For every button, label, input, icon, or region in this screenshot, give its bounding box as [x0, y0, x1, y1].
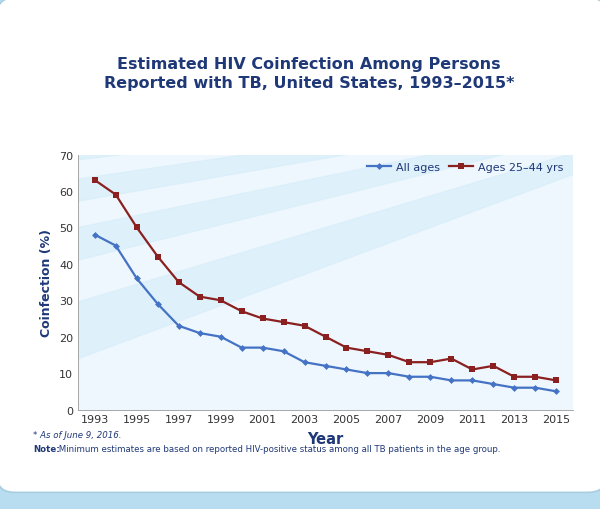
Ages 25–44 yrs — [364, 349, 371, 355]
All ages — [259, 345, 266, 351]
All ages — [385, 371, 392, 377]
Polygon shape — [0, 64, 600, 159]
All ages — [490, 381, 497, 387]
Ages 25–44 yrs — [511, 374, 518, 380]
All ages — [322, 363, 329, 369]
Ages 25–44 yrs — [154, 254, 161, 260]
Polygon shape — [0, 0, 600, 64]
All ages — [301, 359, 308, 365]
All ages — [91, 232, 98, 238]
Polygon shape — [0, 64, 600, 509]
All ages — [364, 371, 371, 377]
Ages 25–44 yrs — [553, 378, 560, 384]
Ages 25–44 yrs — [343, 345, 350, 351]
All ages — [532, 385, 539, 391]
All ages — [133, 276, 140, 282]
All ages — [217, 334, 224, 340]
Text: Estimated HIV Coinfection Among Persons
Reported with TB, United States, 1993–20: Estimated HIV Coinfection Among Persons … — [104, 56, 514, 91]
Ages 25–44 yrs — [112, 192, 119, 199]
Text: Minimum estimates are based on reported HIV-positive status among all TB patient: Minimum estimates are based on reported … — [56, 444, 500, 453]
Text: Note:: Note: — [33, 444, 60, 453]
All ages — [469, 378, 476, 384]
X-axis label: Year: Year — [307, 432, 344, 446]
All ages — [154, 301, 161, 307]
Ages 25–44 yrs — [259, 316, 266, 322]
Ages 25–44 yrs — [427, 359, 434, 365]
Polygon shape — [0, 64, 600, 509]
Text: * As of June 9, 2016.: * As of June 9, 2016. — [33, 430, 121, 439]
Ages 25–44 yrs — [385, 352, 392, 358]
Ages 25–44 yrs — [406, 359, 413, 365]
All ages — [112, 243, 119, 249]
Polygon shape — [0, 64, 600, 509]
Line: All ages: All ages — [92, 233, 559, 394]
Legend: All ages, Ages 25–44 yrs: All ages, Ages 25–44 yrs — [362, 158, 568, 177]
All ages — [196, 330, 203, 336]
Ages 25–44 yrs — [217, 298, 224, 304]
Polygon shape — [0, 64, 600, 509]
All ages — [553, 388, 560, 394]
All ages — [238, 345, 245, 351]
Ages 25–44 yrs — [238, 308, 245, 315]
All ages — [427, 374, 434, 380]
Ages 25–44 yrs — [280, 320, 287, 326]
Ages 25–44 yrs — [91, 178, 98, 184]
Y-axis label: Coinfection (%): Coinfection (%) — [40, 229, 53, 336]
Ages 25–44 yrs — [322, 334, 329, 340]
Polygon shape — [0, 64, 600, 347]
FancyBboxPatch shape — [0, 0, 600, 492]
Ages 25–44 yrs — [133, 225, 140, 231]
Polygon shape — [0, 64, 600, 509]
All ages — [448, 378, 455, 384]
Ages 25–44 yrs — [175, 279, 182, 286]
All ages — [511, 385, 518, 391]
Ages 25–44 yrs — [469, 366, 476, 373]
All ages — [343, 366, 350, 373]
All ages — [175, 323, 182, 329]
Line: Ages 25–44 yrs: Ages 25–44 yrs — [92, 178, 559, 383]
All ages — [406, 374, 413, 380]
Ages 25–44 yrs — [301, 323, 308, 329]
Ages 25–44 yrs — [448, 356, 455, 362]
Ages 25–44 yrs — [196, 294, 203, 300]
All ages — [280, 349, 287, 355]
Ages 25–44 yrs — [490, 363, 497, 369]
Ages 25–44 yrs — [532, 374, 539, 380]
